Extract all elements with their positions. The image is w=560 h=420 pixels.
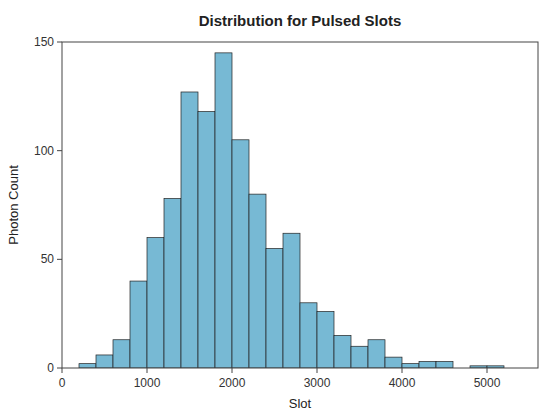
- histogram-bar: [368, 340, 385, 368]
- plot-background: [62, 42, 538, 368]
- histogram-bar: [181, 92, 198, 368]
- histogram-bar: [334, 335, 351, 368]
- histogram-bar: [249, 194, 266, 368]
- plot-frame: [62, 42, 538, 368]
- histogram-bar: [419, 361, 436, 368]
- histogram-bar: [351, 346, 368, 368]
- x-tick: [62, 368, 63, 373]
- chart-title: Distribution for Pulsed Slots: [199, 12, 402, 29]
- histogram-bar: [113, 340, 130, 368]
- histogram-bar: [283, 233, 300, 368]
- histogram-bar: [96, 355, 113, 368]
- y-tick-label: 50: [41, 252, 55, 266]
- x-axis: 0 1000 2000 3000 4000 5000: [59, 368, 501, 390]
- x-tick-label: 3000: [304, 376, 331, 390]
- y-tick-label: 150: [34, 35, 54, 49]
- histogram-bar: [317, 311, 334, 368]
- histogram-bar: [402, 364, 419, 368]
- histogram-bar: [215, 53, 232, 368]
- y-tick: [57, 42, 62, 43]
- histogram-bar: [385, 357, 402, 368]
- y-tick: [57, 259, 62, 260]
- histogram-bar: [79, 364, 96, 368]
- x-tick-label: 4000: [389, 376, 416, 390]
- bars: [79, 53, 504, 368]
- x-tick: [402, 368, 403, 373]
- histogram-bar: [198, 112, 215, 368]
- x-tick: [317, 368, 318, 373]
- histogram-bar: [130, 281, 147, 368]
- y-tick-label: 100: [34, 144, 54, 158]
- histogram-bar: [164, 198, 181, 368]
- y-tick-label: 0: [47, 361, 54, 375]
- histogram-bar: [232, 140, 249, 368]
- y-axis: 0 50 100 150: [34, 35, 62, 375]
- x-tick: [232, 368, 233, 373]
- histogram-bar: [266, 248, 283, 368]
- x-tick-label: 2000: [219, 376, 246, 390]
- chart-container: 0 1000 2000 3000 4000 5000 0 50 100 150 Distributi…: [0, 0, 560, 420]
- x-tick-label: 5000: [474, 376, 501, 390]
- histogram-bar: [300, 303, 317, 368]
- x-tick-label: 0: [59, 376, 66, 390]
- histogram-bar: [436, 361, 453, 368]
- x-tick-label: 1000: [134, 376, 161, 390]
- y-tick: [57, 368, 62, 369]
- chart-svg: 0 1000 2000 3000 4000 5000 0 50 100 150 Distributi…: [0, 0, 560, 420]
- histogram-bar: [147, 238, 164, 368]
- x-tick: [147, 368, 148, 373]
- x-tick: [487, 368, 488, 373]
- y-axis-label: Photon Count: [6, 165, 21, 245]
- y-tick: [57, 150, 62, 151]
- x-axis-label: Slot: [289, 396, 312, 411]
